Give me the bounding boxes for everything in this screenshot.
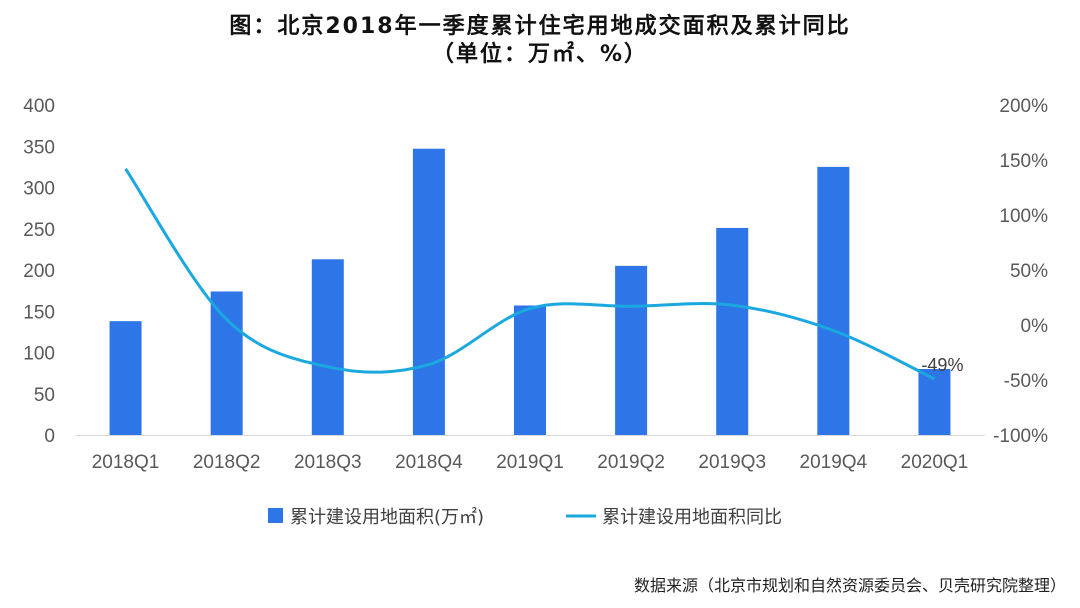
- left-tick-label: 100: [23, 344, 55, 365]
- right-tick-label: 100%: [999, 206, 1048, 227]
- category-label: 2018Q3: [294, 452, 362, 473]
- data-label: -49%: [921, 355, 963, 375]
- legend-line-label: 累计建设用地面积同比: [602, 507, 782, 528]
- category-label: 2018Q4: [395, 452, 463, 473]
- bar: [514, 305, 546, 435]
- bar: [817, 166, 850, 435]
- left-tick-label: 400: [23, 96, 55, 117]
- left-tick-label: 0: [44, 426, 55, 447]
- bar: [615, 265, 648, 435]
- chart-canvas: 0 50 100 150 200 250 300 350 400 -100% -50% 0% 50% 1…: [23, 96, 1048, 528]
- left-tick-label: 200: [23, 261, 55, 282]
- category-label: 2019Q1: [496, 452, 564, 473]
- category-label: 2020Q1: [901, 452, 969, 473]
- right-tick-label: 50%: [1010, 261, 1048, 282]
- right-tick-label: -100%: [993, 426, 1048, 447]
- legend-bar-swatch: [268, 508, 283, 523]
- left-tick-label: 150: [23, 302, 55, 323]
- legend-bar-label: 累计建设用地面积(万㎡): [290, 506, 484, 528]
- bar: [918, 369, 951, 435]
- chart-subtitle-unit: （单位：万㎡、%）: [431, 42, 649, 67]
- category-axis: 2018Q1 2018Q2 2018Q3 2018Q4 2019Q1 2019Q2 2019…: [92, 452, 969, 473]
- category-label: 2019Q2: [597, 452, 665, 473]
- right-axis: -100% -50% 0% 50% 100% 150% 200%: [993, 96, 1048, 447]
- left-axis: 0 50 100 150 200 250 300 350 400: [23, 96, 55, 447]
- left-tick-label: 300: [23, 179, 55, 200]
- left-tick-label: 50: [34, 385, 55, 406]
- bar: [311, 259, 344, 435]
- category-label: 2019Q4: [800, 452, 868, 473]
- category-label: 2019Q3: [698, 452, 766, 473]
- source-note: 数据来源（北京市规划和自然资源委员会、贝壳研究院整理）: [633, 576, 1066, 595]
- left-tick-label: 250: [23, 220, 55, 241]
- right-tick-label: 200%: [999, 96, 1048, 117]
- right-tick-label: -50%: [1004, 371, 1048, 392]
- legend: 累计建设用地面积(万㎡) 累计建设用地面积同比: [268, 506, 782, 528]
- bar: [716, 227, 749, 435]
- left-tick-label: 350: [23, 137, 55, 158]
- chart-title: 图：北京2018年一季度累计住宅用地成交面积及累计同比: [229, 14, 851, 39]
- right-tick-label: 150%: [999, 151, 1048, 172]
- category-label: 2018Q2: [193, 452, 261, 473]
- bar: [210, 291, 243, 435]
- bar-series: [109, 148, 951, 435]
- bar: [109, 321, 142, 435]
- category-label: 2018Q1: [92, 452, 160, 473]
- right-tick-label: 0%: [1021, 316, 1049, 337]
- data-labels: -49%: [921, 355, 963, 375]
- yoy-line: [124, 167, 936, 381]
- bar: [412, 148, 445, 435]
